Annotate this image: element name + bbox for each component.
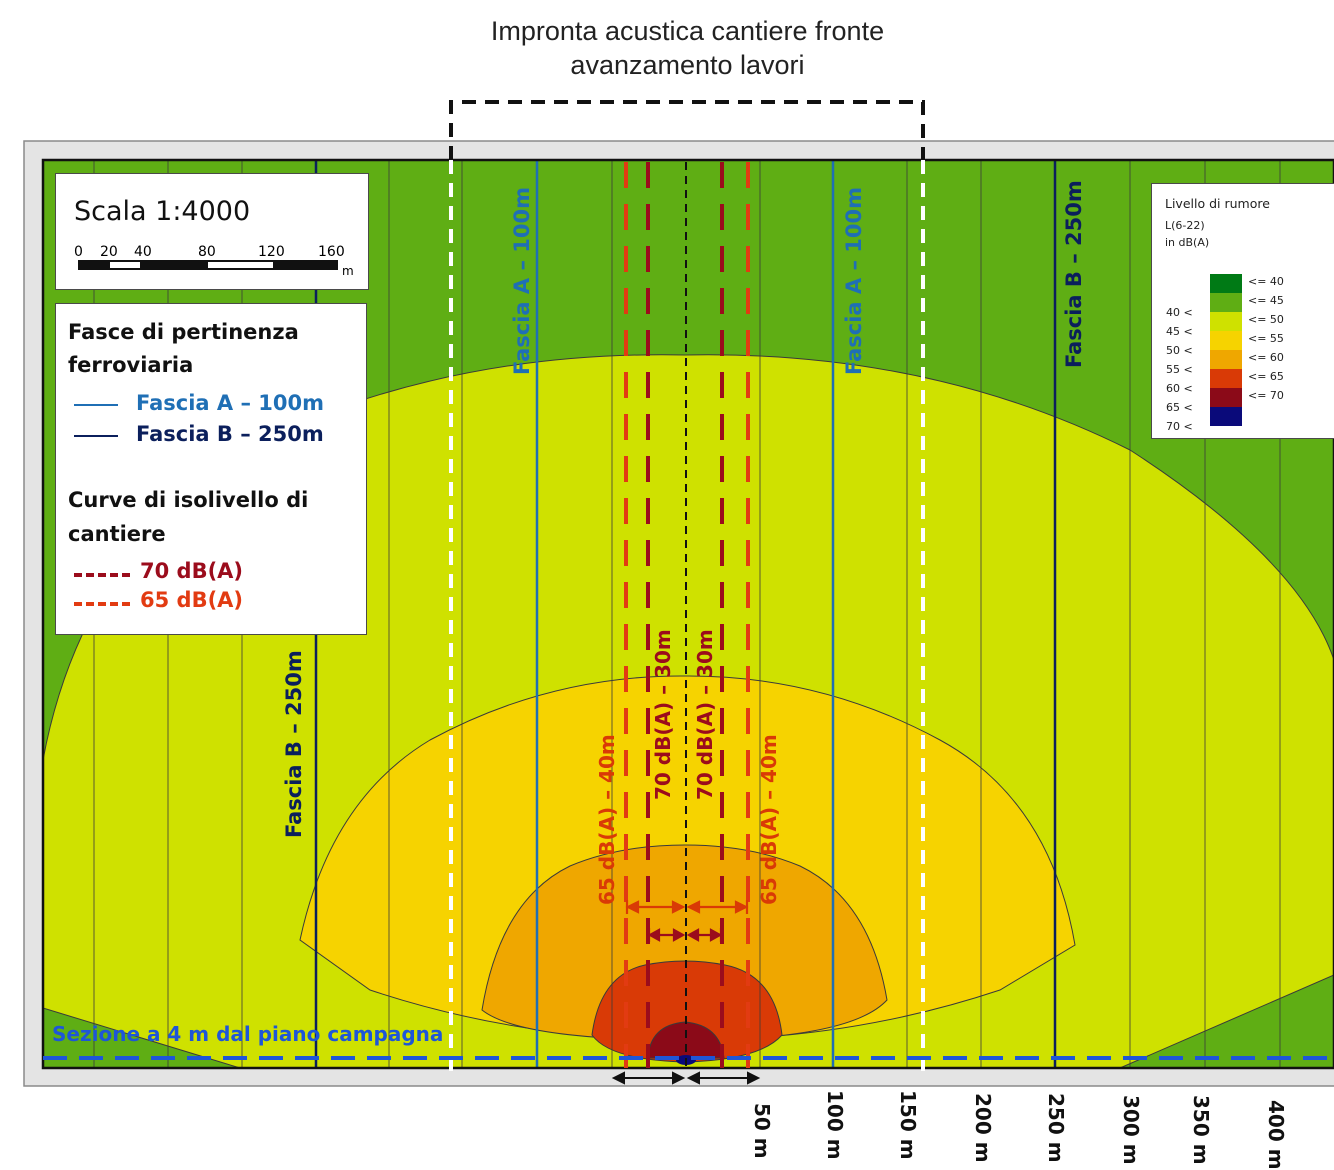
distance-300: 300 m xyxy=(1119,1095,1143,1165)
noise-class-high: <= 70 xyxy=(1248,389,1284,402)
noise-class-swatch xyxy=(1210,274,1242,293)
scale-tick-40: 40 xyxy=(134,244,152,260)
scale-tick-0: 0 xyxy=(74,244,83,260)
scale-tick-20: 20 xyxy=(100,244,118,260)
noise-legend-metric: L(6-22) xyxy=(1165,219,1205,232)
noise-class-swatch xyxy=(1210,369,1242,388)
noise-class-high: <= 45 xyxy=(1248,294,1284,307)
distance-150: 150 m xyxy=(896,1090,920,1160)
fascia-a-label-left: Fascia A – 100m xyxy=(510,186,534,375)
legend-curves-heading-2: cantiere xyxy=(68,522,166,546)
diagram-title: Impronta acustica cantiere fronte avanza… xyxy=(430,14,945,82)
iso-70-label-left: 70 dB(A) – 30m xyxy=(651,629,675,800)
noise-class-swatch xyxy=(1210,312,1242,331)
legend-heading-1: Fasce di pertinenza xyxy=(68,320,299,344)
scale-tick-160: 160 xyxy=(318,244,345,260)
fascia-a-label-right: Fascia A – 100m xyxy=(842,186,866,375)
noise-class-low: 40 < xyxy=(1166,306,1193,319)
noise-class-low: 45 < xyxy=(1166,325,1193,338)
distance-400: 400 m xyxy=(1264,1100,1288,1170)
noise-legend: Livello di rumore L(6-22) in dB(A) <= 40… xyxy=(1151,183,1334,439)
section-label: Sezione a 4 m dal piano campagna xyxy=(52,1022,444,1046)
scale-title: Scala 1:4000 xyxy=(74,196,251,227)
noise-class-low: 50 < xyxy=(1166,344,1193,357)
scale-unit: m xyxy=(342,264,354,278)
noise-class-swatch xyxy=(1210,350,1242,369)
scale-bar: 0 20 40 80 120 160 m xyxy=(74,244,354,278)
legend-fascia-b-label: Fascia B – 250m xyxy=(136,422,324,446)
distance-200: 200 m xyxy=(971,1093,995,1163)
legend-fascia-b-swatch xyxy=(74,435,118,437)
footprint-box-top xyxy=(449,100,925,160)
noise-class-low: 60 < xyxy=(1166,382,1193,395)
iso-70-label-right: 70 dB(A) – 30m xyxy=(693,629,717,800)
noise-class-swatch xyxy=(1210,388,1242,407)
noise-class-high: <= 60 xyxy=(1248,351,1284,364)
title-line-1: Impronta acustica cantiere fronte xyxy=(490,16,885,46)
distance-250: 250 m xyxy=(1044,1093,1068,1163)
iso-65-label-left: 65 dB(A) – 40m xyxy=(595,734,619,905)
legend-curve-65-label: 65 dB(A) xyxy=(140,588,244,612)
noise-class-high: <= 55 xyxy=(1248,332,1284,345)
legend-box: Fasce di pertinenza ferroviaria Fascia A… xyxy=(55,303,367,635)
noise-class-high: <= 40 xyxy=(1248,275,1284,288)
legend-heading-2: ferroviaria xyxy=(68,353,194,377)
scale-tick-120: 120 xyxy=(258,244,285,260)
noise-class-low: 70 < xyxy=(1166,420,1193,433)
iso-70-arrows xyxy=(647,928,723,942)
distance-100: 100 m xyxy=(823,1090,847,1160)
scale-box: Scala 1:4000 0 20 40 80 120 160 m xyxy=(55,173,369,290)
noise-class-low: 55 < xyxy=(1166,363,1193,376)
legend-curve-65-swatch xyxy=(74,602,130,606)
distance-350: 350 m xyxy=(1189,1095,1213,1165)
legend-fascia-a-swatch xyxy=(74,404,118,406)
noise-class-high: <= 65 xyxy=(1248,370,1284,383)
fascia-b-label-right: Fascia B – 250m xyxy=(1062,180,1086,368)
legend-fascia-a-label: Fascia A – 100m xyxy=(136,391,325,415)
noise-class-swatch xyxy=(1210,407,1242,426)
noise-class-swatch xyxy=(1210,331,1242,350)
distance-50: 50 m xyxy=(750,1103,774,1159)
bottom-arrows xyxy=(611,1071,761,1085)
legend-curve-70-label: 70 dB(A) xyxy=(140,559,244,583)
iso-65-label-right: 65 dB(A) – 40m xyxy=(757,734,781,905)
map-border xyxy=(41,158,1334,1070)
noise-class-swatch xyxy=(1210,293,1242,312)
legend-curve-70-swatch xyxy=(74,573,130,577)
noise-legend-unit: in dB(A) xyxy=(1165,236,1210,249)
noise-class-low: 65 < xyxy=(1166,401,1193,414)
iso-65-arrows xyxy=(625,900,749,914)
fascia-b-label-left: Fascia B – 250m xyxy=(282,650,306,838)
legend-curves-heading-1: Curve di isolivello di xyxy=(68,488,309,512)
scale-tick-80: 80 xyxy=(198,244,216,260)
title-line-2: avanzamento lavori xyxy=(570,50,805,80)
noise-legend-title: Livello di rumore xyxy=(1165,196,1270,211)
noise-class-high: <= 50 xyxy=(1248,313,1284,326)
